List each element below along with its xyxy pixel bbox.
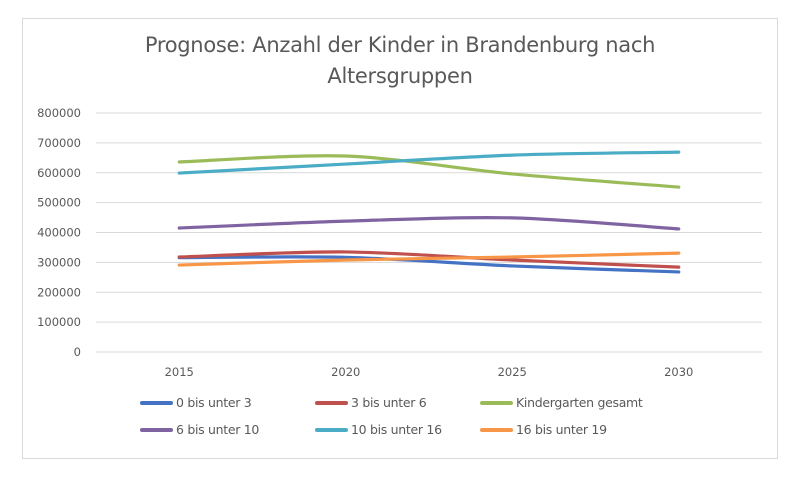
y-tick-label: 700000: [37, 136, 81, 150]
legend-item-6-bis-unter-10[interactable]: 6 bis unter 10: [140, 422, 259, 437]
legend-swatch-16-bis-unter-19: [480, 427, 513, 432]
chart-title-line-1: Prognose: Anzahl der Kinder in Brandenbu…: [144, 33, 656, 57]
x-axis: 2015 2020 2025 2030: [165, 365, 694, 379]
y-axis: 0 100000 200000 300000 400000 500000 600000 700…: [37, 106, 81, 359]
x-tick-label: 2030: [664, 365, 693, 379]
series-line-10-bis-unter-16[interactable]: [177, 150, 681, 175]
legend-item-kindergarten-gesamt[interactable]: Kindergarten gesamt: [480, 395, 643, 410]
y-tick-label: 400000: [37, 226, 81, 240]
y-tick-label: 0: [74, 345, 81, 359]
x-tick-label: 2025: [498, 365, 527, 379]
chart-title-line-2: Altersgruppen: [327, 64, 473, 88]
legend-swatch-6-bis-unter-10: [140, 427, 173, 432]
x-tick-label: 2020: [331, 365, 360, 379]
legend-item-3-bis-unter-6[interactable]: 3 bis unter 6: [315, 395, 427, 410]
series-line-3-bis-unter-6[interactable]: [177, 250, 681, 269]
legend-item-16-bis-unter-19[interactable]: 16 bis unter 19: [480, 422, 607, 437]
y-tick-label: 600000: [37, 166, 81, 180]
y-tick-label: 800000: [37, 106, 81, 120]
legend-swatch-0-bis-unter-3: [140, 400, 173, 405]
legend-label: 0 bis unter 3: [176, 395, 252, 410]
series-line-0-bis-unter-3[interactable]: [177, 255, 681, 274]
legend-swatch-10-bis-unter-16: [315, 427, 348, 432]
y-tick-label: 200000: [37, 285, 81, 299]
series-line-kindergarten-gesamt[interactable]: [177, 154, 681, 189]
x-tick-label: 2015: [165, 365, 194, 379]
legend-label: 10 bis unter 16: [351, 422, 442, 437]
legend-swatch-3-bis-unter-6: [315, 400, 348, 405]
legend-item-10-bis-unter-16[interactable]: 10 bis unter 16: [315, 422, 442, 437]
legend-label: 3 bis unter 6: [351, 395, 427, 410]
legend-label: 6 bis unter 10: [176, 422, 260, 437]
gridlines: [96, 112, 762, 353]
legend-item-0-bis-unter-3[interactable]: 0 bis unter 3: [140, 395, 252, 410]
y-tick-label: 500000: [37, 196, 81, 210]
series-line-6-bis-unter-10[interactable]: [177, 215, 681, 231]
legend-label: Kindergarten gesamt: [516, 395, 643, 410]
y-tick-label: 100000: [37, 315, 81, 329]
series-lines: [177, 150, 681, 274]
legend-label: 16 bis unter 19: [516, 422, 607, 437]
chart-title: Prognose: Anzahl der Kinder in Brandenbu…: [22, 30, 778, 92]
series-line-16-bis-unter-19[interactable]: [177, 251, 681, 267]
legend-swatch-kindergarten-gesamt: [480, 400, 513, 405]
chart-area: [22, 18, 778, 459]
y-tick-label: 300000: [37, 255, 81, 269]
